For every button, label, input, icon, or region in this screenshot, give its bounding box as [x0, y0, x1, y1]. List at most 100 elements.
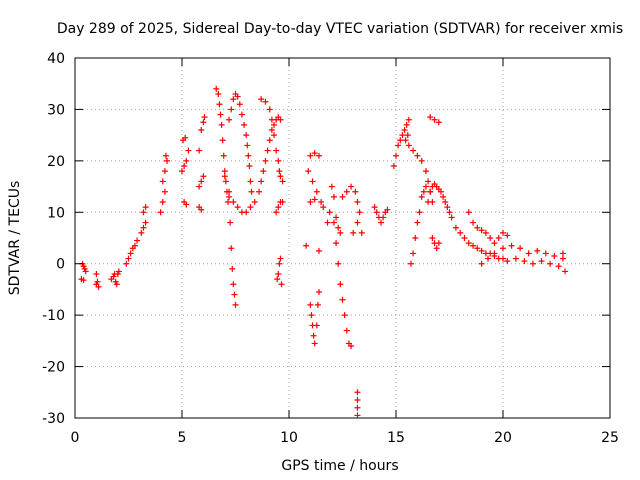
data-point — [82, 268, 89, 275]
data-point — [435, 240, 442, 247]
data-point — [448, 214, 455, 221]
data-point — [405, 116, 412, 123]
data-point — [330, 219, 337, 226]
series-rise-1 — [123, 237, 141, 267]
data-point — [222, 178, 229, 185]
series-arc-e — [405, 142, 436, 205]
data-point — [161, 168, 168, 175]
data-point — [401, 127, 408, 133]
data-point — [517, 245, 524, 252]
data-point — [140, 209, 147, 216]
series-early-c — [108, 268, 122, 288]
data-point — [134, 237, 141, 244]
data-series — [78, 85, 569, 419]
data-point — [341, 312, 348, 319]
data-point — [512, 255, 519, 262]
data-point — [93, 271, 100, 277]
series-tall-1 — [213, 85, 232, 205]
data-point — [371, 204, 378, 211]
data-point — [243, 132, 250, 139]
data-point — [231, 291, 238, 298]
data-point — [311, 196, 318, 203]
data-point — [442, 199, 449, 205]
data-point — [182, 134, 189, 141]
data-point — [500, 255, 506, 262]
data-point — [354, 404, 361, 411]
data-point — [268, 127, 275, 133]
data-point — [500, 229, 506, 236]
data-point — [198, 127, 205, 133]
data-point — [356, 209, 363, 216]
x-tick-label: 25 — [601, 430, 619, 446]
data-point — [215, 91, 222, 97]
data-point — [256, 188, 263, 195]
data-point — [474, 224, 481, 231]
series-mid-3 — [339, 183, 365, 236]
data-point — [138, 229, 145, 236]
data-point — [348, 183, 355, 190]
data-point — [487, 235, 494, 241]
chart-title: Day 289 of 2025, Sidereal Day-to-day VTE… — [57, 21, 623, 37]
axis-ticks: 0 5 10 15 20 25 -30 -20 -10 0 10 20 30 40 — [42, 51, 619, 446]
data-point — [198, 206, 205, 213]
data-point — [485, 255, 492, 262]
data-point — [444, 204, 451, 211]
data-point — [241, 121, 248, 128]
data-point — [278, 281, 285, 288]
data-point — [225, 199, 232, 205]
data-point — [277, 255, 284, 262]
data-point — [348, 343, 355, 349]
data-point — [311, 150, 318, 157]
data-point — [416, 209, 423, 216]
data-point — [418, 157, 425, 164]
data-point — [303, 242, 310, 249]
data-point — [140, 224, 147, 231]
y-tick-label: -10 — [42, 308, 65, 324]
data-point — [555, 263, 562, 270]
data-point — [238, 111, 245, 118]
data-point — [234, 93, 241, 100]
data-point — [562, 268, 569, 275]
data-point — [228, 245, 235, 252]
data-point — [245, 152, 252, 159]
data-point — [358, 229, 365, 236]
data-point — [320, 204, 327, 211]
data-point — [410, 147, 417, 154]
y-tick-label: 20 — [47, 154, 65, 170]
data-point — [279, 178, 286, 185]
data-point — [339, 296, 346, 303]
y-tick-label: 10 — [47, 205, 65, 221]
data-point — [418, 193, 425, 200]
data-point — [405, 142, 412, 149]
data-point — [410, 250, 417, 257]
data-point — [504, 232, 511, 239]
data-point — [217, 111, 224, 118]
data-point — [221, 168, 228, 175]
data-point — [275, 157, 282, 164]
data-point — [395, 142, 402, 149]
data-point — [279, 199, 286, 205]
data-point — [452, 224, 459, 231]
data-point — [307, 199, 314, 205]
data-point — [422, 183, 429, 190]
data-point — [277, 173, 284, 180]
data-point — [461, 235, 468, 241]
data-point — [247, 178, 254, 185]
data-point — [268, 116, 275, 123]
series-dip-1 — [307, 289, 322, 347]
data-point — [435, 119, 442, 126]
series-arc-c — [256, 114, 284, 195]
data-point — [534, 247, 541, 254]
x-tick-label: 0 — [71, 430, 80, 446]
data-point — [230, 281, 237, 288]
data-point — [407, 260, 414, 267]
y-axis-label: SDTVAR / TECUs — [7, 181, 23, 296]
data-point — [262, 98, 269, 105]
data-point — [311, 340, 318, 347]
data-point — [221, 173, 228, 180]
data-point — [125, 255, 132, 262]
data-point — [213, 85, 220, 92]
data-point — [397, 137, 404, 144]
y-tick-label: 30 — [47, 102, 65, 118]
